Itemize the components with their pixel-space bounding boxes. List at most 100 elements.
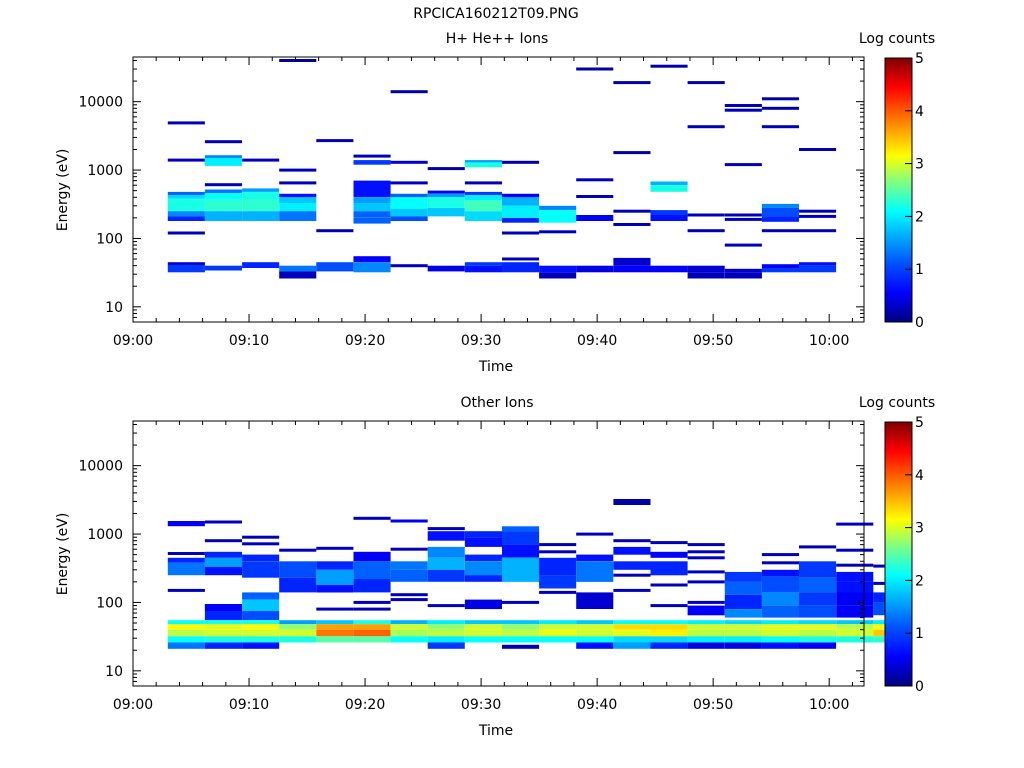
heatmap-cell [427, 604, 465, 608]
panel1-colorbar-label: Log counts [859, 31, 935, 47]
heatmap-cell [502, 629, 540, 637]
heatmap-cell [613, 265, 651, 273]
heatmap-cell [687, 125, 725, 129]
heatmap-cell [761, 624, 799, 630]
heatmap-cell [502, 600, 540, 604]
x-tick-label: 09:00 [113, 697, 153, 713]
heatmap-cell [836, 605, 874, 618]
colorbar-tick-label: 1 [915, 262, 924, 278]
x-tick-label: 09:30 [461, 333, 501, 349]
panel2-ylabel: Energy (eV) [55, 513, 71, 596]
heatmap-cell [464, 195, 502, 201]
panel2-colorbar-label: Log counts [859, 395, 935, 411]
heatmap-cell [390, 197, 428, 209]
heatmap-cell [613, 546, 651, 555]
heatmap-cell [539, 272, 577, 279]
heatmap-cell [316, 629, 354, 637]
x-tick-label: 09:50 [693, 333, 733, 349]
heatmap-cell [761, 629, 799, 637]
heatmap-cell [242, 624, 280, 630]
heatmap-cell [613, 81, 651, 85]
heatmap-cell [613, 642, 651, 649]
x-tick-label: 09:20 [345, 697, 385, 713]
heatmap-cell [279, 265, 317, 272]
heatmap-cell [279, 561, 317, 578]
panel1-xlabel: Time [478, 359, 513, 375]
heatmap-cell [687, 620, 725, 625]
panel2-title: Other Ions [460, 395, 533, 411]
heatmap-cell [427, 207, 465, 217]
y-tick-label: 100 [96, 595, 123, 611]
heatmap-cell [353, 203, 391, 212]
panel1-colorbar [884, 57, 913, 323]
heatmap-cell [761, 216, 799, 222]
heatmap-cell [724, 213, 762, 217]
heatmap-cell [613, 624, 651, 630]
heatmap-cell [836, 620, 874, 625]
heatmap-cell [316, 585, 354, 593]
x-tick-label: 09:20 [345, 333, 385, 349]
heatmap-cell [761, 569, 799, 577]
heatmap-cell [576, 624, 614, 630]
heatmap-cell [724, 636, 762, 643]
heatmap-cell [204, 155, 242, 159]
heatmap-cell [613, 629, 651, 637]
heatmap-cell [502, 644, 540, 649]
heatmap-cell [316, 569, 354, 585]
heatmap-cell [613, 636, 651, 643]
heatmap-cell [613, 620, 651, 625]
heatmap-cell [687, 556, 725, 560]
heatmap-cell [576, 620, 614, 625]
heatmap-cell [464, 181, 502, 185]
heatmap-cell [836, 624, 874, 630]
heatmap-cell [316, 624, 354, 630]
heatmap-cell [650, 636, 688, 643]
colorbar-tick-label: 2 [915, 573, 924, 589]
heatmap-cell [390, 569, 428, 582]
heatmap-cell [761, 106, 799, 110]
heatmap-cell [576, 532, 614, 536]
heatmap-cell [167, 195, 205, 199]
heatmap-cell [576, 265, 614, 273]
heatmap-cell [799, 642, 837, 649]
heatmap-cell [167, 211, 205, 217]
heatmap-cell [427, 629, 465, 637]
heatmap-cell [576, 554, 614, 562]
heatmap-cell [724, 571, 762, 582]
heatmap-cell [836, 636, 874, 643]
heatmap-cell [687, 624, 725, 630]
x-tick-label: 09:40 [577, 333, 617, 349]
panel2-colorbar [884, 421, 913, 687]
heatmap-cell [650, 210, 688, 216]
colorbar-tick-label: 3 [915, 521, 924, 537]
heatmap-cell [204, 539, 242, 543]
colorbar-tick-label: 5 [915, 415, 924, 431]
heatmap-cell [464, 537, 502, 547]
heatmap-cell [204, 551, 242, 558]
heatmap-cell [687, 81, 725, 85]
heatmap-cell [502, 624, 540, 630]
heatmap-cell [464, 160, 502, 164]
heatmap-cell [539, 543, 577, 547]
heatmap-cell [204, 624, 242, 630]
heatmap-cell [167, 121, 205, 125]
heatmap-cell [353, 620, 391, 625]
heatmap-cell [650, 551, 688, 558]
heatmap-cell [167, 521, 205, 527]
heatmap-cell [167, 231, 205, 235]
heatmap-cell [167, 264, 205, 273]
heatmap-cell [502, 544, 540, 558]
heatmap-cell [613, 223, 651, 226]
heatmap-cell [204, 193, 242, 200]
panel2-plot-frame [132, 420, 865, 687]
heatmap-cell [167, 642, 205, 649]
y-tick-label: 1000 [87, 527, 123, 543]
y-tick-label: 10000 [78, 95, 123, 111]
heatmap-cell [687, 543, 725, 547]
heatmap-cell [390, 90, 428, 94]
heatmap-cell [242, 211, 280, 221]
heatmap-cell [502, 531, 540, 545]
heatmap-cell [724, 620, 762, 625]
heatmap-cell [539, 620, 577, 625]
